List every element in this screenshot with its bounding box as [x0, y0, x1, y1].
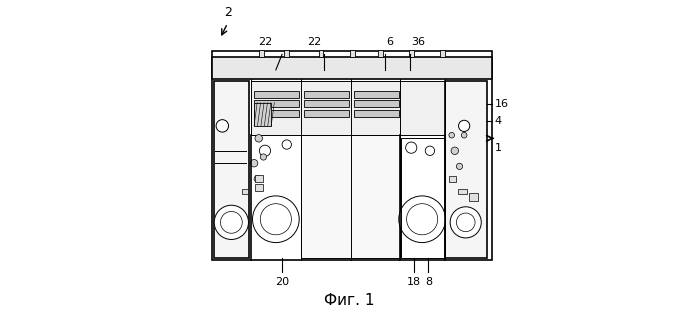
- Bar: [469, 193, 478, 201]
- Bar: [350, 50, 355, 57]
- Text: 4: 4: [495, 116, 502, 126]
- Bar: [354, 91, 399, 98]
- Bar: [354, 110, 399, 116]
- Circle shape: [456, 163, 463, 170]
- Circle shape: [425, 146, 435, 155]
- Bar: [255, 175, 262, 182]
- Bar: [354, 100, 399, 107]
- Bar: [260, 50, 265, 57]
- Circle shape: [450, 207, 481, 238]
- Circle shape: [406, 204, 438, 235]
- Bar: [449, 176, 456, 182]
- Circle shape: [216, 120, 228, 132]
- Text: 2: 2: [223, 6, 232, 19]
- Circle shape: [449, 133, 454, 138]
- Text: 36: 36: [411, 36, 425, 46]
- Bar: [284, 50, 289, 57]
- Text: 1: 1: [495, 143, 502, 153]
- Bar: [301, 135, 401, 258]
- Text: 8: 8: [425, 277, 432, 287]
- Text: 18: 18: [408, 277, 422, 287]
- Circle shape: [461, 133, 467, 138]
- Circle shape: [260, 204, 292, 235]
- Text: Фиг. 1: Фиг. 1: [324, 293, 374, 308]
- Circle shape: [260, 145, 271, 156]
- Bar: [440, 50, 445, 57]
- Text: 22: 22: [306, 36, 321, 46]
- Bar: [254, 91, 299, 98]
- Circle shape: [221, 211, 242, 233]
- Text: 20: 20: [275, 277, 289, 287]
- Bar: [401, 138, 445, 258]
- Bar: [409, 50, 414, 57]
- Bar: [214, 81, 249, 258]
- Text: 22: 22: [258, 36, 273, 46]
- Circle shape: [399, 196, 445, 243]
- Circle shape: [254, 176, 260, 182]
- Bar: [212, 51, 492, 260]
- Bar: [251, 81, 445, 135]
- Circle shape: [251, 160, 258, 167]
- Circle shape: [214, 205, 248, 240]
- Bar: [458, 189, 467, 194]
- Bar: [212, 57, 492, 79]
- Circle shape: [451, 147, 459, 154]
- Bar: [304, 100, 349, 107]
- Bar: [378, 50, 383, 57]
- Circle shape: [459, 120, 470, 132]
- Bar: [255, 184, 262, 191]
- Bar: [242, 189, 248, 194]
- Circle shape: [456, 213, 475, 232]
- Circle shape: [260, 154, 267, 160]
- Bar: [254, 100, 299, 107]
- Bar: [318, 50, 323, 57]
- FancyBboxPatch shape: [254, 103, 272, 126]
- Bar: [254, 110, 299, 116]
- Bar: [304, 110, 349, 116]
- Bar: [445, 81, 487, 258]
- Bar: [304, 91, 349, 98]
- Text: 6: 6: [387, 36, 394, 46]
- Circle shape: [406, 142, 417, 153]
- Circle shape: [255, 135, 262, 142]
- Text: 16: 16: [495, 99, 509, 109]
- Circle shape: [253, 196, 299, 243]
- Circle shape: [282, 140, 292, 149]
